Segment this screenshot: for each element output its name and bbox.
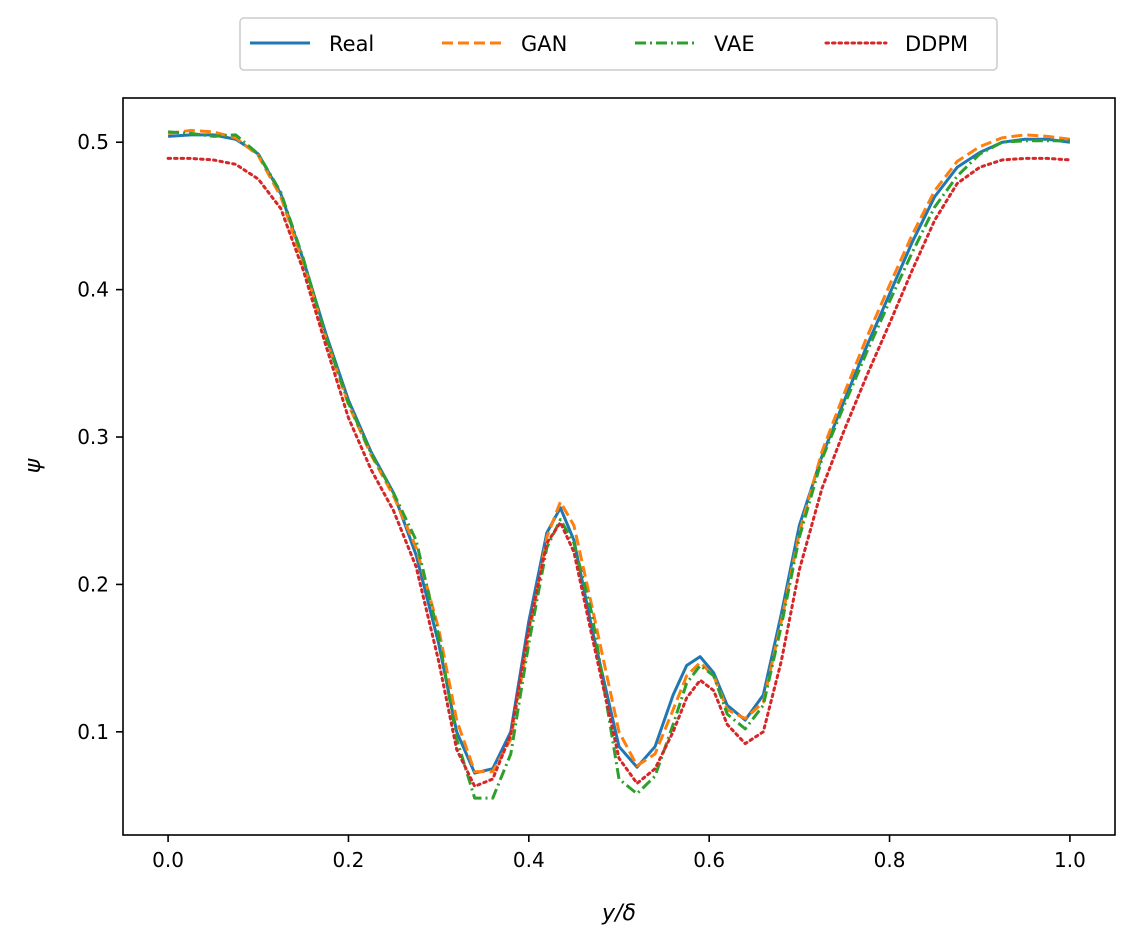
y-tick-label: 0.1: [77, 720, 109, 744]
plot-frame: [122, 97, 1116, 836]
legend-label-ddpm: DDPM: [905, 32, 968, 56]
x-axis-label: y/δ: [601, 901, 636, 926]
series-line-ddpm: [166, 156, 1072, 788]
y-axis: 0.1 0.2 0.3 0.4 0.5: [77, 130, 123, 744]
y-tick-label: 0.5: [77, 130, 109, 154]
x-axis: 0.0 0.2 0.4 0.6 0.8 1.0: [152, 835, 1086, 872]
x-tick-label: 0.6: [693, 848, 725, 872]
series-line-gan: [167, 128, 1071, 774]
y-tick-label: 0.2: [77, 572, 109, 596]
y-tick-label: 0.4: [77, 278, 109, 302]
x-tick-label: 0.2: [333, 848, 365, 872]
x-tick-label: 0.8: [874, 848, 906, 872]
series-lines: [166, 128, 1072, 800]
y-axis-label: ψ: [21, 458, 46, 473]
legend: Real GAN VAE DDPM: [239, 17, 998, 71]
x-tick-label: 1.0: [1054, 848, 1086, 872]
legend-label-real: Real: [329, 32, 374, 56]
x-tick-label: 0.0: [152, 848, 184, 872]
x-tick-label: 0.4: [513, 848, 545, 872]
legend-label-vae: VAE: [714, 32, 755, 56]
legend-label-gan: GAN: [521, 32, 567, 56]
legend-box: [239, 17, 998, 71]
series-line-real: [167, 133, 1071, 775]
series-line-vae: [167, 130, 1070, 800]
y-tick-label: 0.3: [77, 425, 109, 449]
